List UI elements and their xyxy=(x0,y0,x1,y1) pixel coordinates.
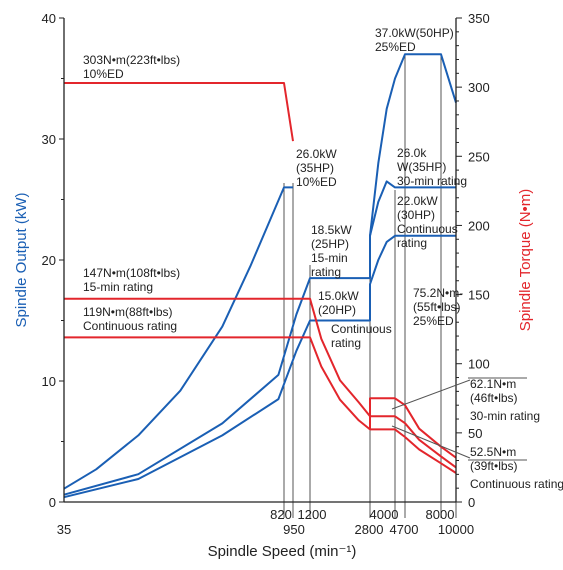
right-tick-label: 250 xyxy=(468,149,490,164)
annotation-text: 30-min rating xyxy=(470,409,540,423)
right-tick-label: 100 xyxy=(468,357,490,372)
annotation-text: 10%ED xyxy=(296,175,337,189)
series-line xyxy=(369,53,457,236)
annotation-text: W(35HP) xyxy=(397,160,446,174)
annotation-text: (46ft•lbs) xyxy=(470,391,518,405)
annotation-text: 22.0kW xyxy=(397,194,438,208)
right-tick-label: 200 xyxy=(468,218,490,233)
x-tick-label: 8000 xyxy=(426,507,455,522)
annotation-text: Continuous xyxy=(331,322,392,336)
leader-line xyxy=(391,425,471,459)
annotation-text: 119N•m(88ft•lbs) xyxy=(83,305,173,319)
x-tick-label: 4000 xyxy=(370,507,399,522)
left-tick-label: 40 xyxy=(42,11,56,26)
annotation-text: rating xyxy=(311,265,341,279)
right-tick-label: 150 xyxy=(468,288,490,303)
annotation-text: rating xyxy=(331,336,361,350)
annotation-text: (55ft•lbs) xyxy=(413,300,461,314)
annotation-text: 26.0k xyxy=(397,146,427,160)
right-tick-label: 350 xyxy=(468,11,490,26)
annotation-text: 15-min xyxy=(311,251,348,265)
series-line xyxy=(64,82,294,142)
annotation-text: 30-min rating xyxy=(397,174,467,188)
leader-line xyxy=(391,379,471,410)
left-tick-label: 30 xyxy=(42,132,56,147)
right-tick-label: 50 xyxy=(468,426,482,441)
annotation-text: 37.0kW(50HP) xyxy=(375,26,454,40)
annotation-text: 303N•m(223ft•lbs) xyxy=(83,53,180,67)
x-tick-label: 10000 xyxy=(438,522,474,537)
series-line xyxy=(370,428,457,474)
right-tick-label: 0 xyxy=(468,495,475,510)
annotation-text: (20HP) xyxy=(318,303,356,317)
annotation-text: Continuous xyxy=(397,222,458,236)
axes xyxy=(59,17,462,503)
left-axis-title: Spindle Output (kW) xyxy=(13,192,30,327)
annotation-text: (25HP) xyxy=(311,237,349,251)
annotation-text: 26.0kW xyxy=(296,147,337,161)
annotations: 303N•m(223ft•lbs)10%ED26.0kW(35HP)10%ED1… xyxy=(83,26,563,491)
annotation-text: 15-min rating xyxy=(83,280,153,294)
x-tick-label: 2800 xyxy=(355,522,384,537)
x-tick-label: 4700 xyxy=(390,522,419,537)
annotation-text: (30HP) xyxy=(397,208,435,222)
x-axis-title: Spindle Speed (min⁻¹) xyxy=(208,543,357,560)
left-tick-label: 10 xyxy=(42,374,56,389)
tick-labels: 0 10 20 30 40 0 50 100 150 200 250 300 350 820 1200 400… xyxy=(42,11,490,537)
annotation-text: Continuous rating xyxy=(83,319,177,333)
left-tick-label: 20 xyxy=(42,253,56,268)
annotation-text: 25%ED xyxy=(413,314,454,328)
annotation-text: Continuous rating xyxy=(470,477,563,491)
series-line xyxy=(63,234,456,499)
annotation-text: (35HP) xyxy=(296,161,334,175)
annotation-text: rating xyxy=(397,236,427,250)
series-line xyxy=(64,297,457,459)
annotation-text: 75.2N•m- xyxy=(413,286,463,300)
annotation-text: 25%ED xyxy=(375,40,416,54)
series-group xyxy=(63,53,457,499)
annotation-text: 62.1N•m xyxy=(470,377,516,391)
annotation-text: 15.0kW xyxy=(318,289,359,303)
series-line xyxy=(63,180,456,496)
x-tick-label: 35 xyxy=(57,522,71,537)
annotation-text: 52.5N•m xyxy=(470,445,516,459)
x-tick-label: 820 xyxy=(270,507,292,522)
x-tick-label: 1200 xyxy=(298,507,327,522)
x-tick-label: 950 xyxy=(283,522,305,537)
left-tick-label: 0 xyxy=(49,495,56,510)
right-axis-title: Spindle Torque (N•m) xyxy=(517,189,534,332)
annotation-text: (39ft•lbs) xyxy=(470,459,518,473)
annotation-text: 18.5kW xyxy=(311,223,352,237)
series-line xyxy=(64,336,457,469)
annotation-text: 10%ED xyxy=(83,67,124,81)
series-line xyxy=(63,186,293,490)
annotation-text: 147N•m(108ft•lbs) xyxy=(83,266,180,280)
right-tick-label: 300 xyxy=(468,80,490,95)
